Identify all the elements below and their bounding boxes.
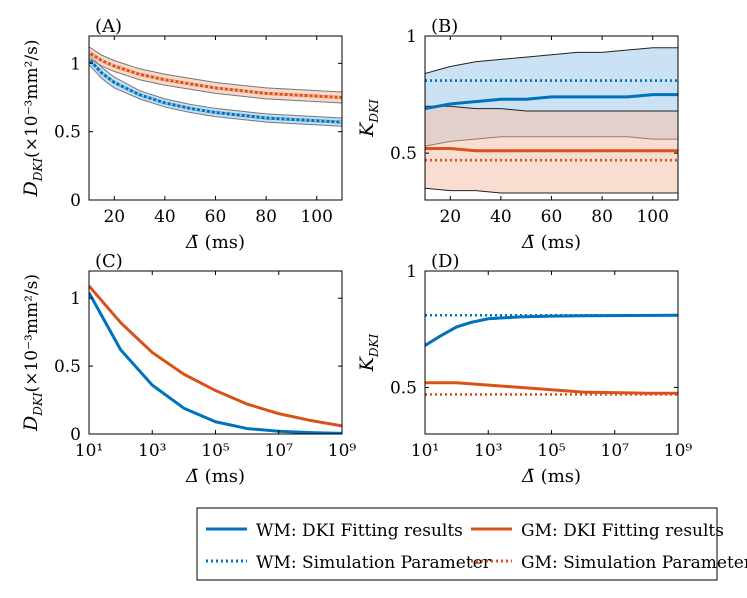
panel-b: 20 40 60 80 100 0.5 1 (B) Δ̄ (ms) KDKI bbox=[356, 16, 679, 253]
band-upper-edge bbox=[89, 46, 342, 93]
legend-box bbox=[196, 507, 718, 581]
band-lower-edge bbox=[89, 64, 342, 127]
y-tick-label: 1 bbox=[406, 262, 417, 282]
panel-label: (D) bbox=[431, 251, 459, 272]
x-tick-label: 80 bbox=[255, 207, 277, 227]
y-tick-label: 0 bbox=[70, 425, 81, 445]
x-axis-label: Δ̄ (ms) bbox=[185, 232, 245, 253]
axes-box bbox=[424, 270, 679, 435]
data-layer bbox=[89, 46, 342, 127]
legend-wm-fit-label: WM: DKI Fitting results bbox=[256, 521, 463, 541]
x-tick-label: 80 bbox=[591, 207, 613, 227]
x-axis-label: Δ̄ (ms) bbox=[185, 466, 245, 487]
x-tick-label: 40 bbox=[490, 207, 512, 227]
band-lower-edge bbox=[89, 57, 342, 104]
x-tick-label: 10³ bbox=[474, 441, 502, 461]
x-tick-label: 10³ bbox=[138, 441, 166, 461]
y-tick-label: 1 bbox=[70, 54, 81, 74]
x-label-unit: (ms) bbox=[535, 232, 581, 253]
x-label-symbol: Δ̄ bbox=[521, 232, 535, 253]
x-tick-label: 10⁷ bbox=[601, 441, 630, 461]
x-label-unit: (ms) bbox=[199, 466, 245, 487]
y-label-subscript: DKI bbox=[367, 99, 381, 124]
y-tick-label: 1 bbox=[406, 27, 417, 47]
x-tick-label: 10⁵ bbox=[537, 441, 566, 461]
wm-sim-line bbox=[89, 58, 342, 124]
x-tick-label: 100 bbox=[300, 207, 332, 227]
y-label-symbol: D bbox=[20, 416, 42, 432]
x-tick-label: 40 bbox=[154, 207, 176, 227]
gm-sim-line bbox=[89, 51, 342, 99]
y-tick-label: 0 bbox=[70, 191, 81, 211]
y-axis-label: DDKI(×10⁻³mm²/s) bbox=[20, 40, 45, 198]
x-tick-label: 10¹ bbox=[75, 441, 103, 461]
y-label-subscript: DKI bbox=[31, 158, 45, 183]
x-label-unit: (ms) bbox=[535, 466, 581, 487]
x-label-symbol: Δ̄ bbox=[185, 466, 199, 487]
y-label-subscript: DKI bbox=[367, 333, 381, 358]
panel-label: (C) bbox=[95, 251, 123, 272]
x-axis-label: Δ̄ (ms) bbox=[521, 232, 581, 253]
x-tick-label: 10⁵ bbox=[201, 441, 230, 461]
legend-gm-sim-label: GM: Simulation Parameter bbox=[521, 553, 747, 573]
legend-wm-sim-label: WM: Simulation Parameter bbox=[256, 553, 492, 573]
panel-label: (A) bbox=[95, 16, 122, 37]
band-upper-edge bbox=[425, 105, 678, 112]
x-tick-label: 10⁷ bbox=[265, 441, 294, 461]
y-tick-label: 1 bbox=[70, 289, 81, 309]
y-axis-label: KDKI bbox=[356, 333, 381, 372]
x-tick-label: 10⁹ bbox=[328, 441, 357, 461]
legend: WM: DKI Fitting results GM: DKI Fitting … bbox=[196, 507, 747, 581]
gm-fit-line bbox=[425, 381, 678, 395]
x-label-symbol: Δ̄ bbox=[521, 466, 535, 487]
wm-fit-line bbox=[89, 292, 342, 434]
panel-d: 10¹ 10³ 10⁵ 10⁷ 10⁹ 0.5 1 (D) Δ̄ (ms) KDKI bbox=[356, 251, 692, 487]
y-label-symbol: K bbox=[356, 121, 378, 138]
y-tick-label: 0.5 bbox=[390, 378, 417, 398]
wm-fit-line bbox=[425, 313, 678, 347]
y-label-symbol: K bbox=[356, 355, 378, 372]
y-label-subscript: DKI bbox=[31, 392, 45, 417]
data-layer bbox=[425, 47, 678, 194]
x-tick-label: 10¹ bbox=[411, 441, 439, 461]
x-tick-label: 20 bbox=[439, 207, 461, 227]
y-tick-label: 0.5 bbox=[390, 144, 417, 164]
panel-c: 10¹ 10³ 10⁵ 10⁷ 10⁹ 0 0.5 1 (C) Δ̄ (ms) DDKI(×10⁻³… bbox=[20, 251, 356, 487]
x-tick-label: 60 bbox=[541, 207, 563, 227]
panel-label: (B) bbox=[431, 16, 458, 37]
x-tick-label: 10⁹ bbox=[664, 441, 693, 461]
panel-a: 20 40 60 80 100 0 0.5 1 (A) Δ̄ (ms) DDKI(×10⁻³mm²/… bbox=[20, 16, 343, 253]
y-label-symbol: D bbox=[20, 181, 42, 197]
y-label-unit: (×10⁻³mm²/s) bbox=[22, 40, 42, 158]
band-upper-edge bbox=[89, 53, 342, 119]
x-label-symbol: Δ̄ bbox=[185, 232, 199, 253]
y-axis-label: DDKI(×10⁻³mm²/s) bbox=[20, 274, 45, 432]
y-tick-label: 0.5 bbox=[54, 123, 81, 143]
x-tick-label: 20 bbox=[103, 207, 125, 227]
legend-gm-fit-label: GM: DKI Fitting results bbox=[521, 521, 724, 541]
y-axis-label: KDKI bbox=[356, 99, 381, 138]
band-upper-edge bbox=[425, 47, 678, 74]
x-tick-label: 60 bbox=[205, 207, 227, 227]
x-label-unit: (ms) bbox=[199, 232, 245, 253]
band-lower-edge bbox=[425, 187, 678, 194]
data-layer bbox=[89, 284, 342, 434]
data-layer bbox=[425, 313, 678, 396]
axes-box bbox=[88, 270, 343, 435]
y-label-unit: (×10⁻³mm²/s) bbox=[22, 274, 42, 392]
x-tick-label: 100 bbox=[636, 207, 668, 227]
x-axis-label: Δ̄ (ms) bbox=[521, 466, 581, 487]
y-tick-label: 0.5 bbox=[54, 357, 81, 377]
